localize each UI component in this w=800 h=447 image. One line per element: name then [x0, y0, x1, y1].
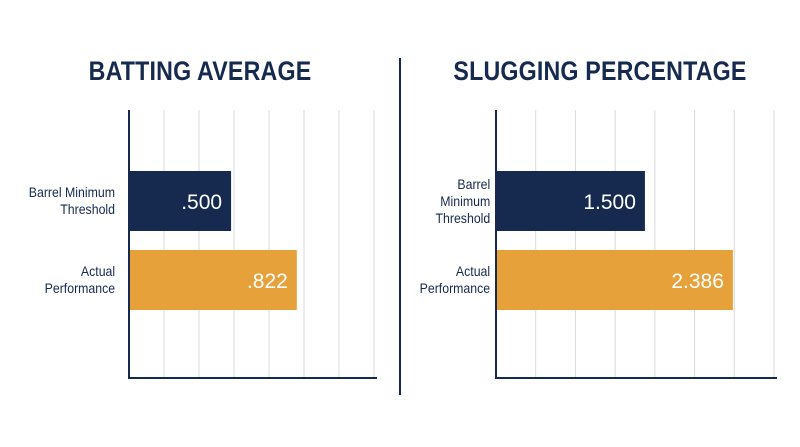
- panel-divider: [399, 58, 401, 395]
- category-label-line: Barrel: [457, 175, 490, 192]
- category-label: Actual Performance: [419, 263, 490, 297]
- chart-title: SLUGGING PERCENTAGE: [453, 56, 747, 86]
- category-label: Barrel Minimum Threshold: [29, 184, 115, 218]
- slugging-percentage-chart: 1.500 2.386: [495, 110, 777, 379]
- data-label: .500: [181, 191, 222, 214]
- batting-average-chart: .500 .822: [128, 110, 377, 379]
- category-label-line: Barrel Minimum: [28, 184, 115, 200]
- data-label: 2.386: [671, 270, 724, 293]
- bar: [496, 250, 733, 310]
- category-label-line: Actual: [455, 263, 490, 279]
- category-label-line: Threshold: [60, 201, 115, 217]
- slugging-percentage-panel: SLUGGING PERCENTAGE 1.500 2.386 Barrel Min…: [400, 0, 800, 447]
- bar: [496, 171, 645, 231]
- category-label-line: Performance: [419, 280, 490, 296]
- data-label: .822: [247, 270, 288, 293]
- category-label-line: Minimum: [440, 192, 490, 209]
- category-label: Barrel Minimum Threshold: [435, 176, 490, 227]
- bar: [129, 250, 297, 310]
- category-label-line: Performance: [44, 280, 115, 296]
- category-label-line: Actual: [80, 263, 115, 279]
- category-label: Actual Performance: [44, 263, 115, 297]
- chart-title: BATTING AVERAGE: [88, 56, 312, 86]
- category-label-line: Threshold: [435, 209, 490, 226]
- data-label: 1.500: [583, 191, 636, 214]
- bar: [129, 171, 232, 231]
- batting-average-panel: BATTING AVERAGE .500 .822 Barrel Minimum T…: [29, 56, 377, 379]
